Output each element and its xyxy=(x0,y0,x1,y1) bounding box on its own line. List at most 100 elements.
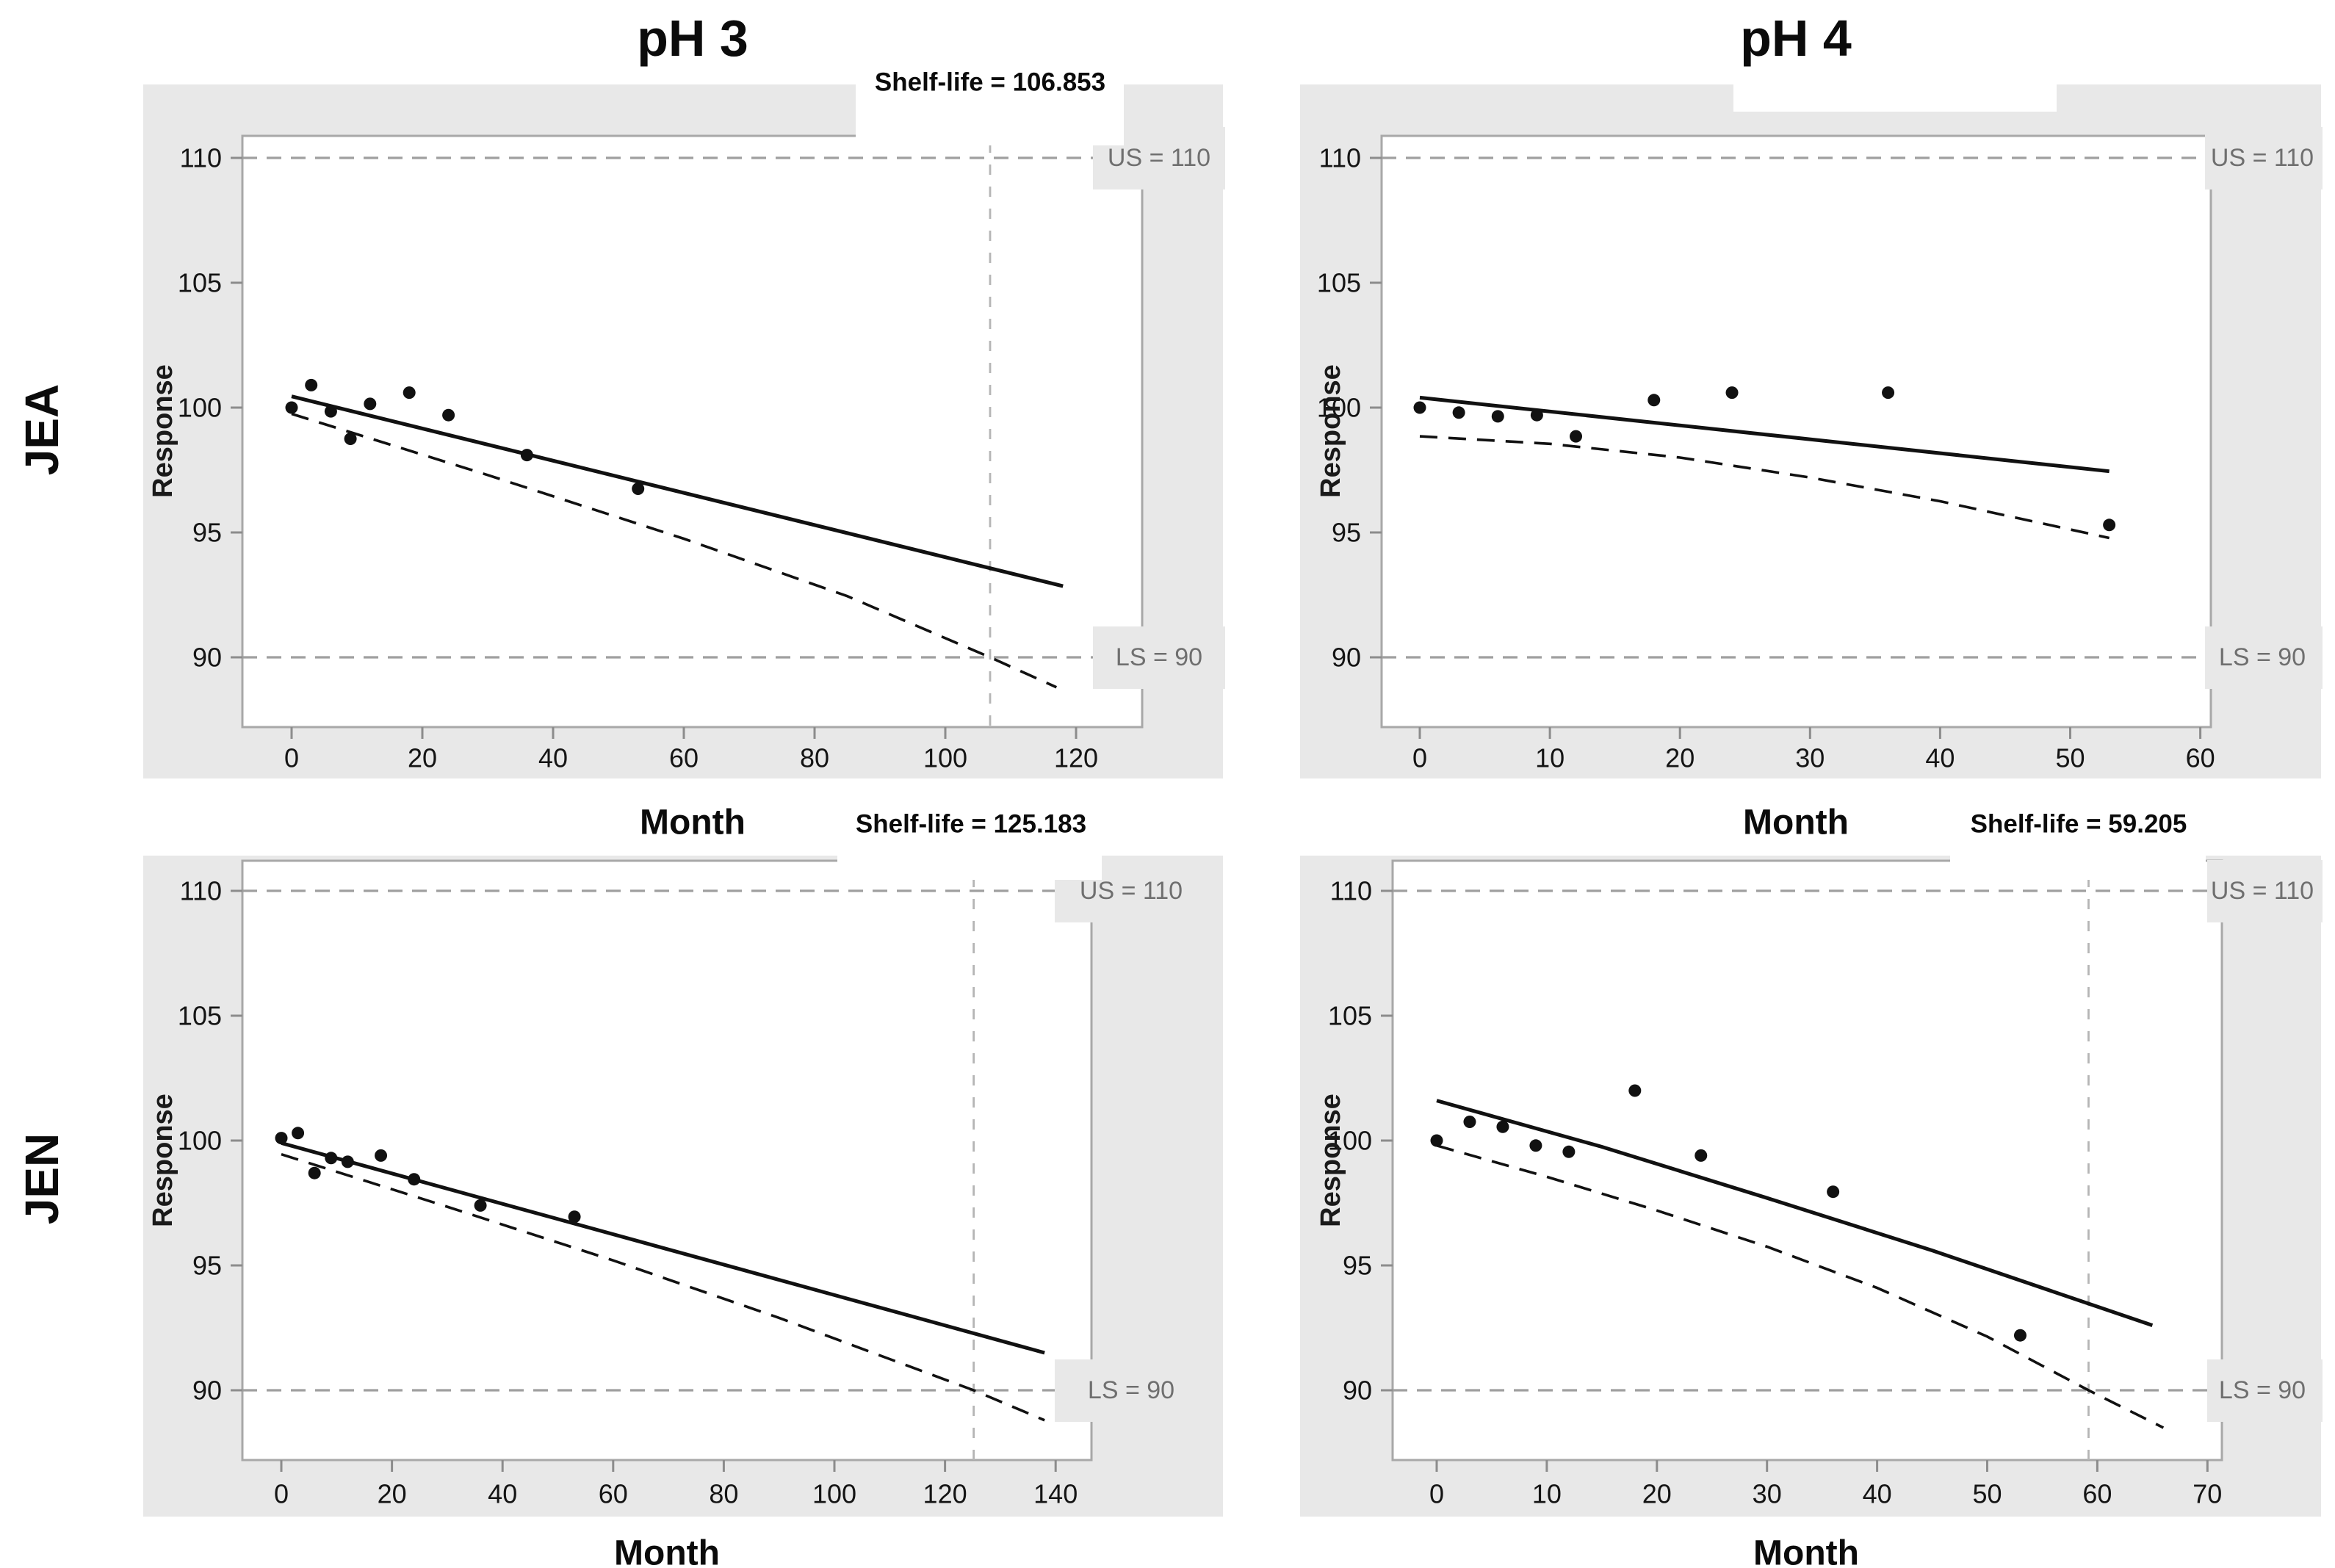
data-point-jea-ph4-m12 xyxy=(1570,430,1583,443)
data-point-jen-ph4-m36 xyxy=(1827,1185,1840,1199)
x-tick-label-jea-ph4: 40 xyxy=(1925,743,1955,773)
x-tick-label-jen-ph3: 120 xyxy=(923,1479,967,1509)
x-axis-title-jen-ph3: Month xyxy=(614,1534,720,1568)
x-tick-label-jea-ph3: 20 xyxy=(408,743,437,773)
data-point-jen-ph4-m12 xyxy=(1562,1145,1576,1158)
x-tick-label-jen-ph4: 10 xyxy=(1532,1479,1562,1509)
y-tick-label-jen-ph4: 110 xyxy=(1330,876,1372,906)
x-tick-label-jen-ph3: 100 xyxy=(812,1479,856,1509)
x-tick-label-jea-ph4: 0 xyxy=(1412,743,1427,773)
x-tick-label-jen-ph4: 40 xyxy=(1863,1479,1892,1509)
us-label-jea-ph4: US = 110 xyxy=(2211,144,2314,172)
x-tick-label-jea-ph4: 20 xyxy=(1665,743,1695,773)
data-point-jen-ph3-m6 xyxy=(308,1166,321,1179)
column-title-jea-ph4: pH 4 xyxy=(1740,10,1852,67)
data-point-jea-ph3-m53 xyxy=(632,483,645,495)
data-point-jen-ph4-m24 xyxy=(1695,1149,1708,1162)
lower-ci-line-jea-ph3 xyxy=(291,412,1058,689)
ls-label-box-jen-ph3 xyxy=(1055,1359,1213,1422)
x-tick-label-jen-ph3: 20 xyxy=(378,1479,407,1509)
x-tick-label-jen-ph4: 60 xyxy=(2082,1479,2112,1509)
data-point-jen-ph3-m53 xyxy=(568,1210,581,1224)
data-point-jea-ph3-m24 xyxy=(442,408,455,422)
us-label-box-jen-ph4 xyxy=(2207,860,2323,922)
x-tick-label-jea-ph3: 120 xyxy=(1054,743,1098,773)
shelf-life-box-jea-ph3 xyxy=(856,38,1124,145)
fit-line-jea-ph3 xyxy=(291,394,1064,588)
y-tick-label-jen-ph4: 100 xyxy=(1328,1126,1372,1156)
data-point-jea-ph4-m24 xyxy=(1725,386,1739,400)
data-point-jen-ph4-m0 xyxy=(1430,1134,1443,1147)
ls-label-box-jea-ph3 xyxy=(1093,626,1225,689)
data-point-jea-ph3-m9 xyxy=(344,433,357,445)
x-tick-label-jen-ph4: 50 xyxy=(1972,1479,2002,1509)
x-axis-title-jea-ph4: Month xyxy=(1743,803,1849,842)
y-tick-label-jea-ph3: 110 xyxy=(180,143,222,173)
y-tick-label-jea-ph3: 105 xyxy=(178,268,222,298)
data-point-jea-ph4-m18 xyxy=(1648,394,1661,407)
x-tick-label-jen-ph4: 30 xyxy=(1753,1479,1782,1509)
y-tick-label-jen-ph3: 90 xyxy=(192,1376,222,1406)
x-tick-label-jea-ph3: 40 xyxy=(538,743,568,773)
lower-ci-line-jen-ph4 xyxy=(1436,1144,2165,1429)
x-tick-label-jen-ph3: 0 xyxy=(274,1479,289,1509)
y-tick-label-jen-ph3: 110 xyxy=(180,876,222,906)
lower-ci-line-jen-ph3 xyxy=(281,1152,1045,1422)
x-tick-label-jen-ph4: 0 xyxy=(1429,1479,1444,1509)
x-tick-label-jea-ph3: 0 xyxy=(284,743,299,773)
data-point-jen-ph3-m9 xyxy=(325,1152,338,1165)
y-tick-label-jea-ph3: 95 xyxy=(192,518,222,548)
shelf-life-box-jea-ph4 xyxy=(1733,62,2057,112)
plot-area-jen-ph4 xyxy=(1391,859,2223,1462)
data-point-jen-ph3-m0 xyxy=(275,1132,288,1145)
y-tick-label-jen-ph3: 105 xyxy=(178,1001,222,1031)
y-tick-label-jea-ph4: 90 xyxy=(1332,643,1361,673)
plot-area-jea-ph3 xyxy=(241,134,1144,729)
data-point-jea-ph3-m12 xyxy=(364,397,377,411)
ls-label-box-jea-ph4 xyxy=(2205,626,2323,689)
data-point-jen-ph4-m6 xyxy=(1496,1120,1509,1133)
fit-line-jen-ph4 xyxy=(1436,1099,2154,1327)
y-tick-label-jen-ph4: 90 xyxy=(1343,1376,1372,1406)
x-tick-label-jea-ph3: 80 xyxy=(800,743,829,773)
data-point-jea-ph4-m9 xyxy=(1530,408,1543,422)
ls-label-box-jen-ph4 xyxy=(2207,1359,2323,1422)
x-tick-label-jea-ph3: 100 xyxy=(923,743,967,773)
column-title-jea-ph3: pH 3 xyxy=(637,10,748,67)
x-tick-label-jen-ph3: 60 xyxy=(599,1479,628,1509)
y-tick-label-jea-ph4: 95 xyxy=(1332,518,1361,548)
data-point-jea-ph4-m36 xyxy=(1882,386,1895,400)
y-axis-title-jen-ph3: Response xyxy=(148,1094,178,1227)
x-tick-label-jea-ph4: 60 xyxy=(2186,743,2215,773)
data-point-jen-ph3-m36 xyxy=(474,1199,487,1212)
y-tick-label-jea-ph4: 100 xyxy=(1317,393,1361,423)
data-point-jea-ph4-m3 xyxy=(1452,406,1465,419)
shelf-life-box-jen-ph4 xyxy=(1950,778,2206,880)
x-tick-label-jen-ph3: 140 xyxy=(1033,1479,1078,1509)
data-point-jen-ph3-m3 xyxy=(292,1127,305,1140)
data-point-jea-ph3-m18 xyxy=(403,386,416,400)
ls-label-jen-ph4: LS = 90 xyxy=(2219,1376,2306,1404)
shelf-life-label-jen-ph4: Shelf-life = 59.205 xyxy=(1971,810,2187,839)
us-label-jea-ph3: US = 110 xyxy=(1108,144,1210,172)
ls-label-jea-ph3: LS = 90 xyxy=(1116,643,1202,671)
data-point-jen-ph4-m3 xyxy=(1463,1116,1476,1128)
x-tick-label-jea-ph4: 50 xyxy=(2055,743,2085,773)
shelf-life-box-jen-ph3 xyxy=(837,778,1102,880)
data-point-jea-ph4-m6 xyxy=(1491,410,1504,423)
data-point-jea-ph3-m6 xyxy=(324,405,337,418)
y-tick-label-jen-ph4: 105 xyxy=(1328,1001,1372,1031)
us-label-jen-ph3: US = 110 xyxy=(1080,877,1183,905)
data-point-jen-ph4-m18 xyxy=(1628,1084,1642,1097)
us-label-box-jea-ph4 xyxy=(2205,127,2323,189)
ls-label-jea-ph4: LS = 90 xyxy=(2219,643,2306,671)
ls-label-jen-ph3: LS = 90 xyxy=(1088,1376,1174,1404)
data-point-jen-ph4-m9 xyxy=(1529,1139,1542,1152)
data-point-jen-ph4-m53 xyxy=(2013,1329,2027,1342)
data-point-jen-ph3-m24 xyxy=(408,1173,421,1186)
row-label-jen-ph3: JEN xyxy=(15,1133,68,1225)
data-point-jea-ph3-m0 xyxy=(285,401,298,414)
plot-area-jen-ph3 xyxy=(241,859,1093,1462)
y-axis-title-jen-ph4: Response xyxy=(1316,1094,1346,1227)
